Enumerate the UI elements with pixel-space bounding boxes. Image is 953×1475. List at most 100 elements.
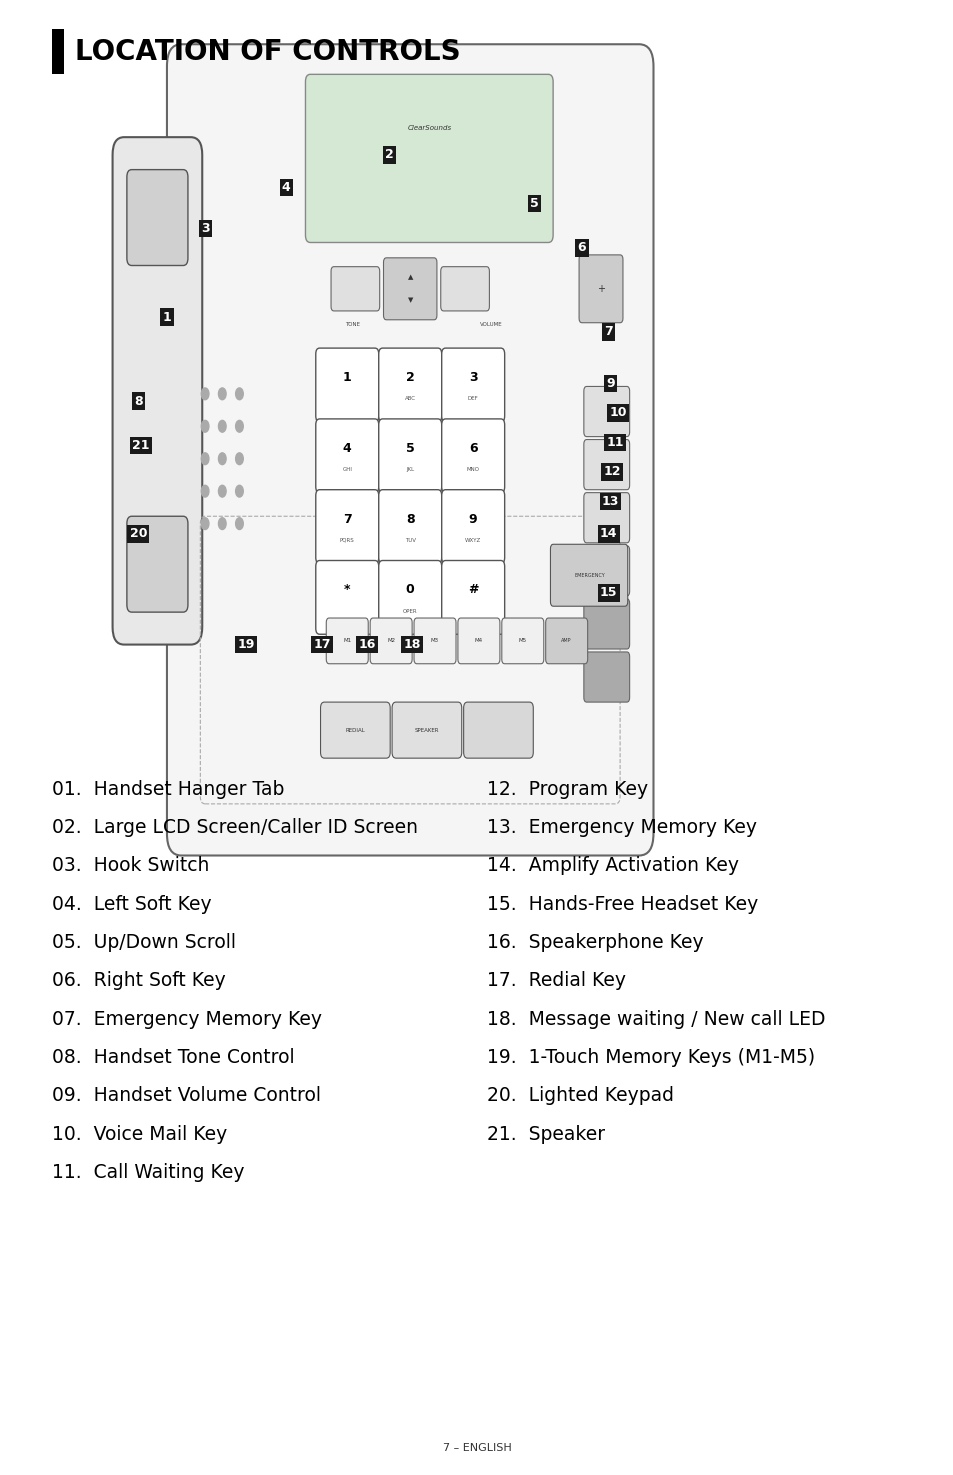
Text: 04.  Left Soft Key: 04. Left Soft Key bbox=[52, 895, 212, 913]
Text: ABC: ABC bbox=[404, 397, 416, 401]
Text: 19: 19 bbox=[237, 639, 254, 650]
Text: 10: 10 bbox=[609, 407, 626, 419]
Text: 14.  Amplify Activation Key: 14. Amplify Activation Key bbox=[486, 857, 738, 875]
Text: VOLUME: VOLUME bbox=[479, 322, 502, 326]
FancyBboxPatch shape bbox=[315, 419, 378, 493]
FancyBboxPatch shape bbox=[305, 74, 553, 242]
Text: JKL: JKL bbox=[406, 468, 414, 472]
Text: 19.  1-Touch Memory Keys (M1-M5): 19. 1-Touch Memory Keys (M1-M5) bbox=[486, 1049, 814, 1066]
FancyBboxPatch shape bbox=[383, 258, 436, 320]
Text: 16.  Speakerphone Key: 16. Speakerphone Key bbox=[486, 934, 702, 951]
Text: 5: 5 bbox=[405, 442, 415, 454]
FancyBboxPatch shape bbox=[378, 560, 441, 634]
Text: OPER: OPER bbox=[402, 609, 417, 614]
FancyBboxPatch shape bbox=[167, 44, 653, 855]
FancyBboxPatch shape bbox=[463, 702, 533, 758]
FancyBboxPatch shape bbox=[441, 419, 504, 493]
FancyBboxPatch shape bbox=[127, 170, 188, 266]
Text: 08.  Handset Tone Control: 08. Handset Tone Control bbox=[52, 1049, 294, 1066]
Text: 15.  Hands-Free Headset Key: 15. Hands-Free Headset Key bbox=[486, 895, 757, 913]
FancyBboxPatch shape bbox=[583, 440, 629, 490]
Circle shape bbox=[218, 388, 226, 400]
Text: 12: 12 bbox=[603, 466, 620, 478]
Text: WXYZ: WXYZ bbox=[464, 538, 481, 543]
Text: 21.  Speaker: 21. Speaker bbox=[486, 1125, 604, 1143]
Text: 13.  Emergency Memory Key: 13. Emergency Memory Key bbox=[486, 819, 756, 836]
Text: 13: 13 bbox=[601, 496, 618, 507]
FancyBboxPatch shape bbox=[501, 618, 543, 664]
Text: MNO: MNO bbox=[466, 468, 479, 472]
Text: 15: 15 bbox=[599, 587, 617, 599]
FancyBboxPatch shape bbox=[583, 652, 629, 702]
Circle shape bbox=[218, 485, 226, 497]
Circle shape bbox=[201, 518, 209, 530]
Text: 7: 7 bbox=[342, 513, 352, 525]
FancyBboxPatch shape bbox=[441, 490, 504, 563]
FancyBboxPatch shape bbox=[583, 546, 629, 596]
Text: 09.  Handset Volume Control: 09. Handset Volume Control bbox=[52, 1087, 321, 1105]
Text: ClearSounds: ClearSounds bbox=[407, 125, 451, 131]
Circle shape bbox=[201, 420, 209, 432]
Circle shape bbox=[235, 518, 243, 530]
Text: 02.  Large LCD Screen/Caller ID Screen: 02. Large LCD Screen/Caller ID Screen bbox=[52, 819, 418, 836]
Circle shape bbox=[235, 485, 243, 497]
Text: 6: 6 bbox=[468, 442, 477, 454]
FancyBboxPatch shape bbox=[414, 618, 456, 664]
Circle shape bbox=[235, 420, 243, 432]
Text: 03.  Hook Switch: 03. Hook Switch bbox=[52, 857, 210, 875]
Text: 5: 5 bbox=[529, 198, 538, 209]
FancyBboxPatch shape bbox=[550, 544, 627, 606]
Text: LOCATION OF CONTROLS: LOCATION OF CONTROLS bbox=[75, 38, 460, 65]
Text: 18.  Message waiting / New call LED: 18. Message waiting / New call LED bbox=[486, 1010, 824, 1028]
Text: ▲: ▲ bbox=[407, 274, 413, 280]
FancyBboxPatch shape bbox=[583, 599, 629, 649]
FancyBboxPatch shape bbox=[315, 348, 378, 422]
Text: 3: 3 bbox=[200, 223, 210, 235]
Circle shape bbox=[235, 388, 243, 400]
Text: *: * bbox=[344, 584, 350, 596]
Text: M3: M3 bbox=[431, 637, 438, 643]
Text: 2: 2 bbox=[384, 149, 394, 161]
Text: 1: 1 bbox=[342, 372, 352, 384]
Text: 17: 17 bbox=[314, 639, 331, 650]
Text: ▼: ▼ bbox=[407, 298, 413, 304]
Circle shape bbox=[218, 453, 226, 465]
Text: DEF: DEF bbox=[467, 397, 478, 401]
Text: EMERGENCY: EMERGENCY bbox=[574, 572, 604, 578]
Text: 21: 21 bbox=[132, 440, 150, 451]
Text: 4: 4 bbox=[281, 181, 291, 193]
Text: 05.  Up/Down Scroll: 05. Up/Down Scroll bbox=[52, 934, 236, 951]
Text: 7: 7 bbox=[603, 326, 613, 338]
Text: #: # bbox=[467, 584, 478, 596]
Text: 01.  Handset Hanger Tab: 01. Handset Hanger Tab bbox=[52, 780, 285, 798]
FancyBboxPatch shape bbox=[583, 386, 629, 437]
Text: 20.  Lighted Keypad: 20. Lighted Keypad bbox=[486, 1087, 673, 1105]
FancyBboxPatch shape bbox=[320, 702, 390, 758]
FancyBboxPatch shape bbox=[378, 419, 441, 493]
Text: 2: 2 bbox=[405, 372, 415, 384]
Text: 16: 16 bbox=[358, 639, 375, 650]
FancyBboxPatch shape bbox=[392, 702, 461, 758]
Text: 11.  Call Waiting Key: 11. Call Waiting Key bbox=[52, 1164, 245, 1181]
Text: 0: 0 bbox=[405, 584, 415, 596]
Text: 9: 9 bbox=[468, 513, 477, 525]
Text: 9: 9 bbox=[605, 378, 615, 389]
Text: REDIAL: REDIAL bbox=[345, 727, 365, 733]
Text: 10.  Voice Mail Key: 10. Voice Mail Key bbox=[52, 1125, 228, 1143]
Text: PQRS: PQRS bbox=[339, 538, 355, 543]
FancyBboxPatch shape bbox=[545, 618, 587, 664]
Circle shape bbox=[235, 453, 243, 465]
Text: 17.  Redial Key: 17. Redial Key bbox=[486, 972, 625, 990]
Text: 1: 1 bbox=[162, 311, 172, 323]
FancyBboxPatch shape bbox=[127, 516, 188, 612]
FancyBboxPatch shape bbox=[578, 255, 622, 323]
FancyBboxPatch shape bbox=[441, 560, 504, 634]
Text: 07.  Emergency Memory Key: 07. Emergency Memory Key bbox=[52, 1010, 322, 1028]
Circle shape bbox=[201, 485, 209, 497]
FancyBboxPatch shape bbox=[583, 493, 629, 543]
Circle shape bbox=[218, 420, 226, 432]
FancyBboxPatch shape bbox=[326, 618, 368, 664]
Text: M5: M5 bbox=[518, 637, 526, 643]
Text: 8: 8 bbox=[133, 395, 143, 407]
Text: M2: M2 bbox=[387, 637, 395, 643]
